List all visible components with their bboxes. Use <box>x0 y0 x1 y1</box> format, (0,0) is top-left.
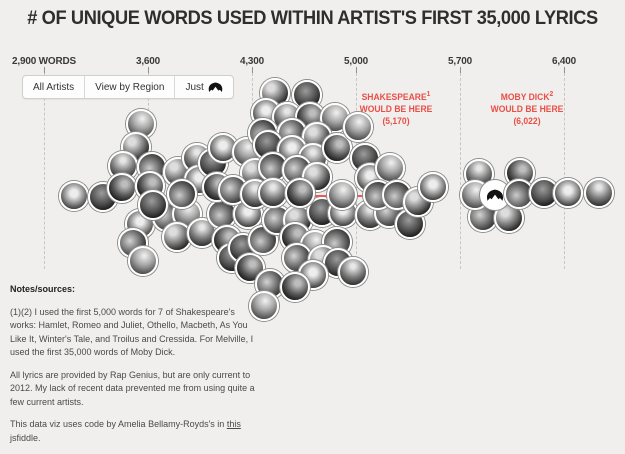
just-wu-label: Just <box>185 81 204 93</box>
artist-avatar[interactable] <box>128 246 158 276</box>
tick-mark <box>252 67 253 73</box>
all-artists-button[interactable]: All Artists <box>23 76 84 98</box>
tick-mark <box>44 67 45 73</box>
artist-avatar[interactable] <box>138 190 168 220</box>
notes-paragraph-3-prefix: This data viz uses code by Amelia Bellam… <box>10 419 227 429</box>
artist-avatar[interactable] <box>343 112 373 142</box>
notes-sources: Notes/sources: (1)(2) I used the first 5… <box>10 283 262 454</box>
artist-avatar[interactable] <box>375 153 405 183</box>
tick-label-5000: 5,000 <box>343 55 369 67</box>
page-title: # OF UNIQUE WORDS USED WITHIN ARTIST'S F… <box>27 8 598 29</box>
tick-mark <box>564 67 565 73</box>
tick-mark <box>460 67 461 73</box>
jsfiddle-link[interactable]: this <box>226 419 241 429</box>
artist-avatar[interactable] <box>327 180 357 210</box>
wu-tang-icon <box>208 82 223 93</box>
tick-label-5700: 5,700 <box>447 55 473 67</box>
artist-avatar[interactable] <box>59 181 89 211</box>
rap-vocabulary-chart-page: { "title": "# OF UNIQUE WORDS USED WITHI… <box>10 8 614 443</box>
gridline <box>564 73 565 269</box>
shakespeare-annotation-name: SHAKESPEARE <box>361 92 427 102</box>
view-by-region-label: View by Region <box>95 81 165 93</box>
tick-label-6400: 6,400 <box>551 55 577 67</box>
tick-mark <box>356 67 357 73</box>
artist-avatar[interactable] <box>553 178 583 208</box>
notes-paragraph-1: (1)(2) I used the first 5,000 words for … <box>10 306 254 358</box>
shakespeare-annotation-line2: WOULD BE HERE <box>359 104 433 114</box>
shakespeare-annotation-value: (5,170) <box>382 116 410 126</box>
artist-avatar[interactable] <box>338 257 368 287</box>
tick-label-2900: 2,900 WORDS <box>12 55 76 67</box>
all-artists-label: All Artists <box>33 81 75 93</box>
gridline <box>460 73 461 269</box>
artist-avatar[interactable] <box>167 179 197 209</box>
notes-paragraph-3-suffix: jsfiddle. <box>10 432 41 443</box>
notes-paragraph-2: All lyrics are provided by Rap Genius, b… <box>10 369 255 407</box>
moby-dick-footnote-marker: 2 <box>549 91 554 98</box>
artist-avatar[interactable] <box>285 178 315 208</box>
view-by-region-button[interactable]: View by Region <box>84 76 174 98</box>
tick-label-4300: 4,300 <box>239 55 265 67</box>
moby-dick-annotation-value: (6,022) <box>513 116 541 126</box>
moby-dick-annotation-name: MOBY DICK <box>500 92 550 102</box>
gridline <box>44 73 45 269</box>
tick-mark <box>148 67 149 73</box>
tick-label-3600: 3,600 <box>135 55 161 67</box>
artist-avatar[interactable] <box>258 178 288 208</box>
notes-heading: Notes/sources: <box>10 284 76 294</box>
shakespeare-footnote-marker: 1 <box>426 91 431 98</box>
just-wu-tang-button[interactable]: Just <box>174 76 232 98</box>
moby-dick-annotation-line2: WOULD BE HERE <box>490 104 564 114</box>
filter-button-group: All Artists View by Region Just <box>22 75 234 99</box>
notes-paragraph-3: This data viz uses code by Amelia Bellam… <box>10 418 262 445</box>
moby-dick-annotation: MOBY DICK2 WOULD BE HERE (6,022) <box>461 89 594 127</box>
artist-avatar[interactable] <box>107 173 137 203</box>
artist-avatar[interactable] <box>418 172 448 202</box>
artist-avatar[interactable] <box>280 272 310 302</box>
shakespeare-annotation: SHAKESPEARE1 WOULD BE HERE (5,170) <box>330 89 463 127</box>
artist-avatar[interactable] <box>249 291 279 321</box>
artist-avatar[interactable] <box>235 253 265 283</box>
artist-avatar[interactable] <box>584 178 614 208</box>
